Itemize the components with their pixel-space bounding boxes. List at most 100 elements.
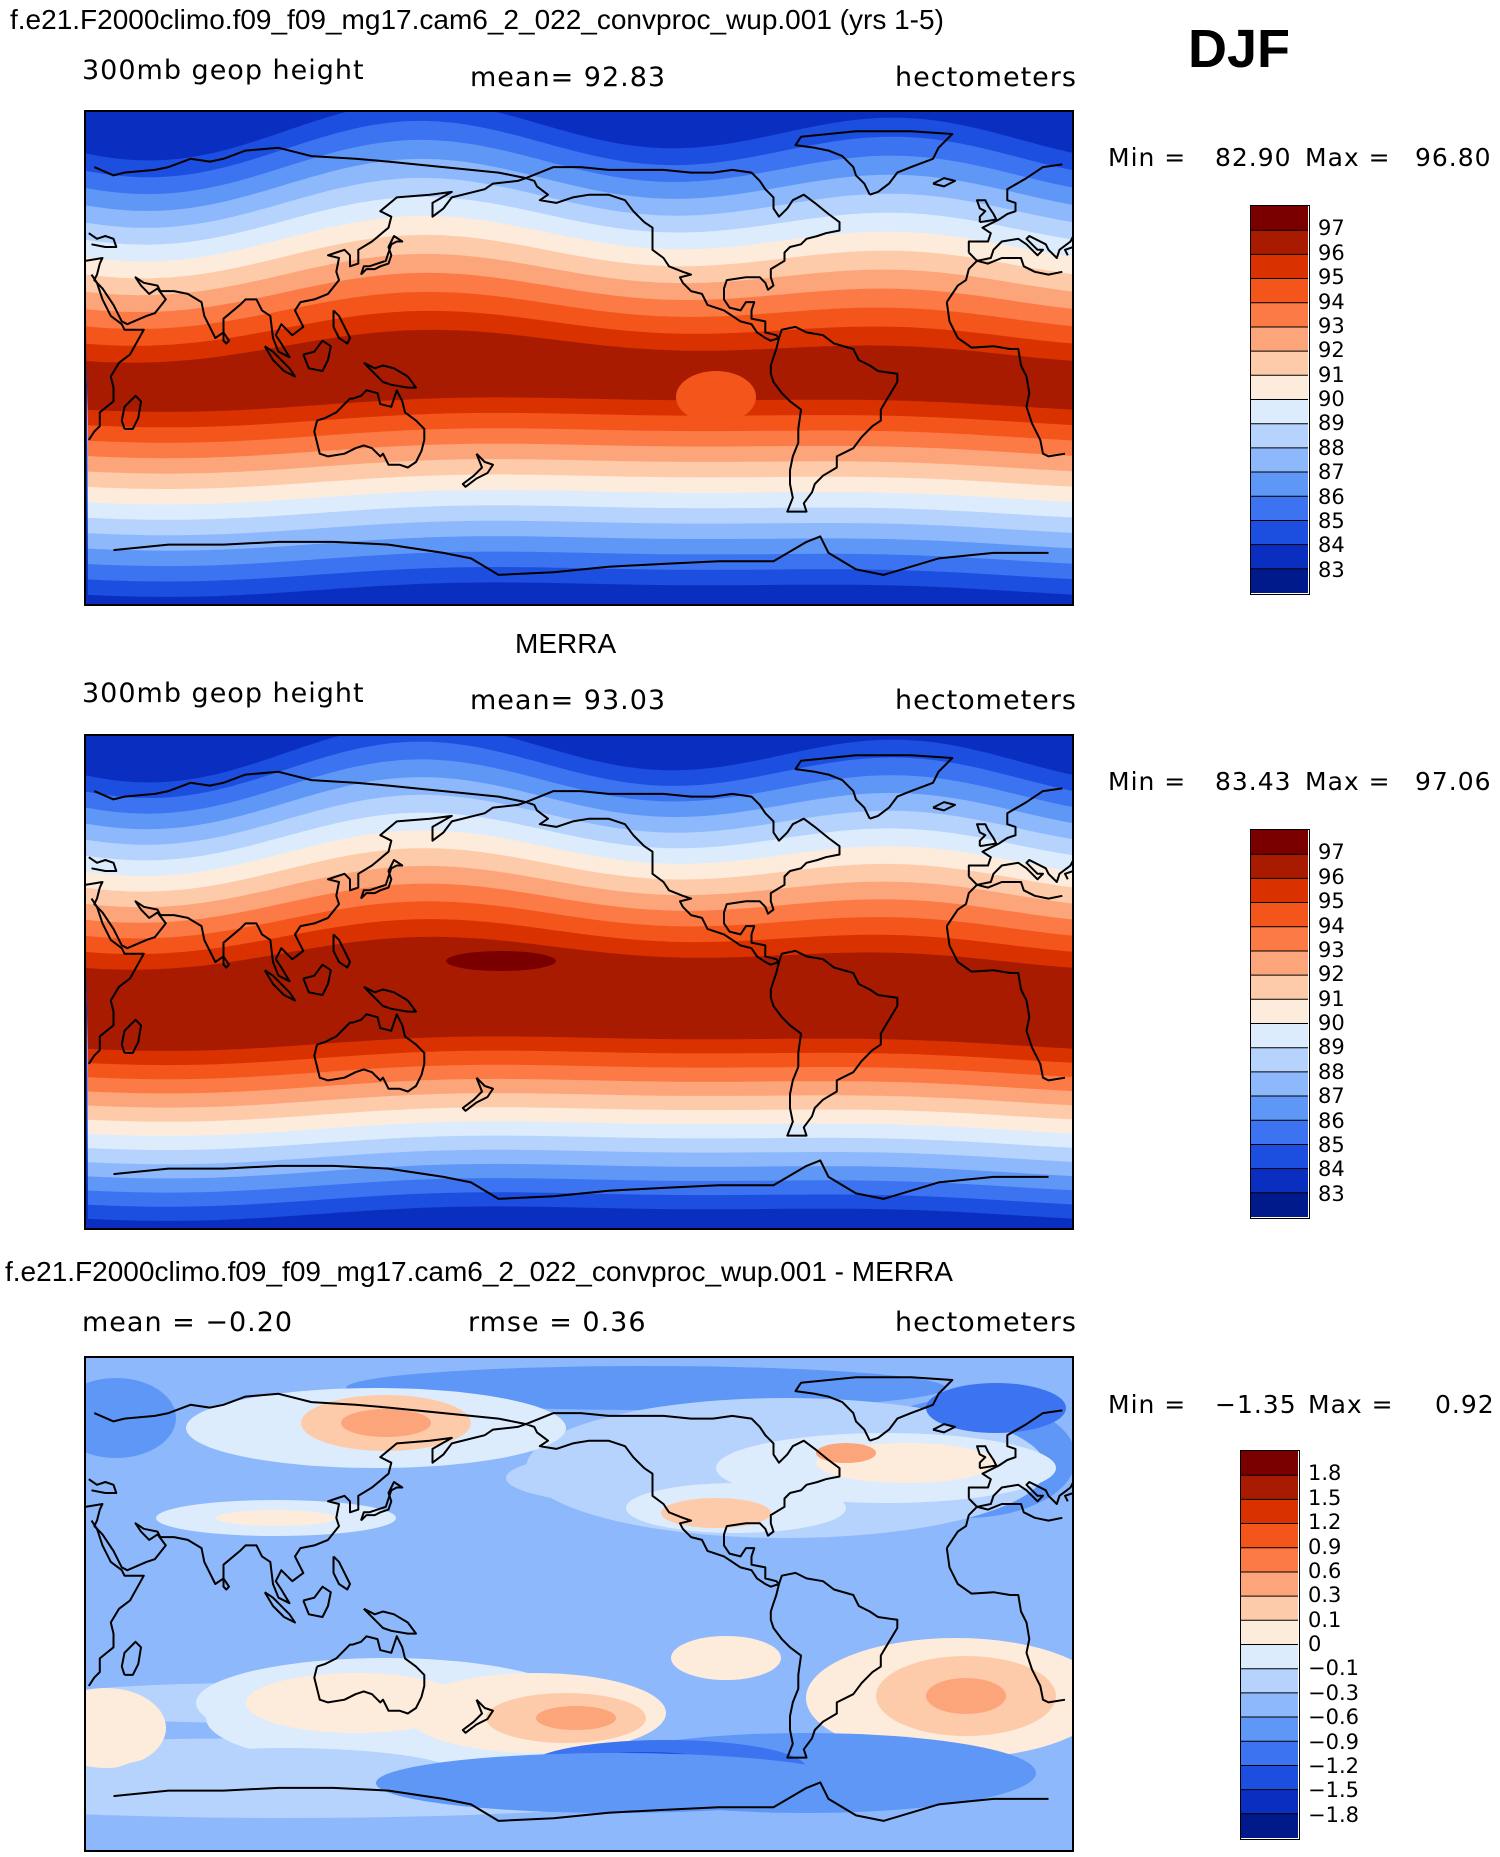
colorbar-swatch	[1251, 1192, 1308, 1217]
colorbar-tick-label: 87	[1318, 460, 1345, 485]
coastline	[113, 535, 1049, 576]
colorbar-swatch	[1251, 926, 1308, 952]
panel-3-max-value: 0.92	[1435, 1390, 1495, 1419]
coastline	[120, 394, 142, 430]
colorbar-swatch	[1251, 1168, 1308, 1194]
panel-3-min-label: Min =	[1108, 1390, 1187, 1419]
coastline	[363, 361, 417, 389]
panel-1-min-label: Min =	[1108, 143, 1187, 172]
colorbar-tick-label: 93	[1318, 313, 1345, 338]
colorbar-swatch	[1251, 206, 1308, 231]
colorbar-swatch	[1241, 1644, 1298, 1670]
colorbar-tick-label: 91	[1318, 986, 1345, 1011]
coastline	[313, 1013, 426, 1093]
colorbar-swatch	[1251, 1096, 1308, 1121]
colorbar-tick-label: −0.1	[1308, 1656, 1359, 1681]
coastline	[313, 389, 426, 469]
coastline	[461, 1076, 494, 1112]
colorbar-swatch	[1241, 1813, 1298, 1838]
coastline	[332, 933, 351, 969]
panel-1-min-value: 82.90	[1215, 143, 1292, 172]
colorbar-swatch	[1241, 1741, 1298, 1766]
colorbar-swatch	[1251, 1120, 1308, 1145]
colorbar-tick-label: 97	[1318, 216, 1345, 241]
coastline	[263, 345, 296, 378]
colorbar-tick-label: 0.1	[1308, 1607, 1342, 1632]
colorbar-tick-label: 86	[1318, 1108, 1345, 1133]
colorbar-tick-label: 0.9	[1308, 1534, 1342, 1559]
colorbar-swatch	[1251, 351, 1308, 376]
coastline	[332, 309, 351, 345]
colorbar-tick-label: 84	[1318, 1157, 1345, 1182]
colorbar-tick-label: −1.8	[1308, 1802, 1359, 1827]
colorbar-tick-label: −0.6	[1308, 1705, 1359, 1730]
colorbar-tick-label: 93	[1318, 937, 1345, 962]
panel-2-map	[84, 734, 1074, 1230]
panel-2-right-label: hectometers	[895, 685, 1077, 716]
panel-3-center-label: rmse = 0.36	[468, 1307, 647, 1338]
colorbar-tick-label: −0.9	[1308, 1729, 1359, 1754]
coastline	[222, 331, 230, 345]
colorbar-swatch	[1251, 520, 1308, 546]
coastline	[113, 1159, 1049, 1200]
coastline	[932, 1423, 956, 1434]
coastline	[222, 955, 230, 969]
panel-1-max-value: 96.80	[1415, 143, 1492, 172]
colorbar-tick-label: 87	[1318, 1084, 1345, 1109]
panel-2-colorbar	[1250, 829, 1310, 1219]
colorbar-tick-label: 1.8	[1308, 1461, 1342, 1486]
panel-1-right-label: hectometers	[895, 62, 1077, 93]
colorbar-tick-label: 1.2	[1308, 1510, 1342, 1535]
colorbar-swatch	[1251, 230, 1308, 255]
panel-3-max-label: Max =	[1308, 1390, 1394, 1419]
colorbar-tick-label: 89	[1318, 1035, 1345, 1060]
colorbar-swatch	[1251, 1047, 1308, 1073]
colorbar-tick-label: 97	[1318, 840, 1345, 865]
panel-2-min-value: 83.43	[1215, 767, 1292, 796]
colorbar-tick-label: 0.6	[1308, 1558, 1342, 1583]
colorbar-swatch	[1251, 472, 1308, 497]
colorbar-swatch	[1251, 375, 1308, 400]
colorbar-tick-label: 95	[1318, 265, 1345, 290]
panel-2-left-label: 300mb geop height	[82, 678, 365, 709]
colorbar-swatch	[1251, 830, 1308, 855]
colorbar-swatch	[1241, 1765, 1298, 1791]
colorbar-tick-label: 85	[1318, 1132, 1345, 1157]
colorbar-swatch	[1251, 568, 1308, 593]
panel-3-left-label: mean = −0.20	[82, 1307, 294, 1338]
panel-3-title: f.e21.F2000climo.f09_f09_mg17.cam6_2_022…	[5, 1256, 953, 1287]
colorbar-swatch	[1241, 1717, 1298, 1742]
colorbar-tick-label: 95	[1318, 889, 1345, 914]
colorbar-swatch	[1251, 399, 1308, 425]
coastline	[113, 1781, 1049, 1822]
coastline	[525, 790, 841, 966]
colorbar-swatch	[1241, 1789, 1298, 1815]
coastline	[86, 1392, 1072, 1605]
coastline	[87, 1503, 1066, 1704]
colorbar-tick-label: 88	[1318, 435, 1345, 460]
coastline	[461, 452, 494, 488]
colorbar-swatch	[1251, 1144, 1308, 1170]
panel-3-min-value: −1.35	[1215, 1390, 1297, 1419]
coastline	[363, 1607, 417, 1635]
coastline	[222, 1577, 230, 1591]
coastline	[302, 1585, 332, 1618]
panel-1-title: f.e21.F2000climo.f09_f09_mg17.cam6_2_022…	[10, 4, 944, 35]
colorbar-swatch	[1251, 423, 1308, 449]
colorbar-swatch	[1241, 1451, 1298, 1476]
coastline	[794, 1376, 954, 1442]
colorbar-swatch	[1251, 1071, 1308, 1097]
colorbar-swatch	[1251, 950, 1308, 976]
colorbar-swatch	[1241, 1620, 1298, 1645]
colorbar-swatch	[1241, 1547, 1298, 1573]
colorbar-tick-label: 96	[1318, 240, 1345, 265]
coastline	[313, 1635, 426, 1715]
colorbar-swatch	[1251, 496, 1308, 521]
coastline	[120, 1640, 142, 1676]
colorbar-swatch	[1251, 878, 1308, 904]
panel-1-max-label: Max =	[1305, 143, 1391, 172]
colorbar-tick-label: 85	[1318, 508, 1345, 533]
colorbar-swatch	[1251, 278, 1308, 304]
coastline	[976, 1445, 998, 1470]
panel-1-colorbar	[1250, 205, 1310, 595]
